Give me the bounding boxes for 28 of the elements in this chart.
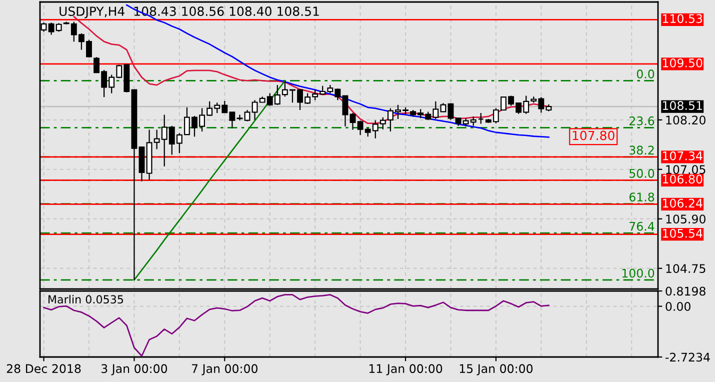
x-tick-label: 11 Jan 00:00 — [369, 364, 442, 376]
ref-line-label: 107.34 — [663, 151, 702, 160]
ref-line-label: 108.51 — [663, 101, 702, 110]
annotation: 50.0 — [630, 168, 654, 178]
annotation: 100.0 — [622, 268, 654, 278]
y-tick-label: 107.05 — [666, 165, 706, 174]
y-tick-label: 105.90 — [666, 214, 706, 224]
annotation: 61.8 — [629, 192, 654, 202]
annotation: 76.4 — [630, 222, 654, 231]
y-tick-label: 0.8198 — [666, 286, 706, 296]
chart-title: Marlin 0.0535 — [48, 294, 124, 304]
annotation: 107.80 — [572, 130, 614, 140]
annotation: 38.2 — [630, 146, 654, 155]
y-tick-label: -2.7234 — [666, 352, 710, 362]
ref-line-label: 109.50 — [663, 58, 702, 68]
ref-line-label: 106.80 — [663, 174, 702, 184]
x-tick-label: 28 Dec 2018 — [6, 364, 81, 374]
y-tick-label: 108.20 — [666, 116, 706, 125]
x-tick-label: 7 Jan 00:00 — [192, 364, 258, 376]
annotation: 23.6 — [629, 116, 654, 126]
ref-line-label: 105.54 — [663, 228, 702, 238]
ref-line-label: 106.24 — [663, 198, 702, 208]
x-tick-label: 3 Jan 00:00 — [101, 364, 168, 376]
annotation: 0.0 — [636, 70, 654, 78]
ref-line-label: 110.53 — [663, 14, 702, 24]
y-tick-label: 104.75 — [666, 264, 706, 273]
y-tick-label: 0.00 — [666, 302, 690, 311]
x-tick-label: 15 Jan 00:00 — [460, 364, 533, 376]
